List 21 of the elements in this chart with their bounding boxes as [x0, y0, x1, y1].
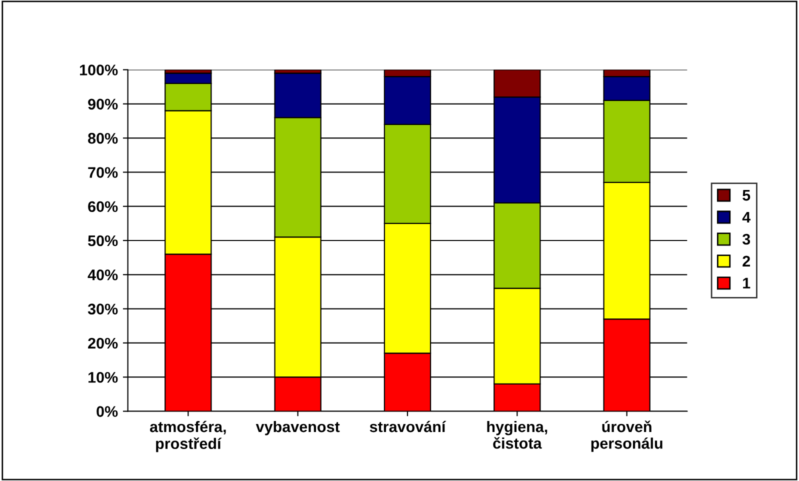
y-tick-label: 10% [88, 372, 118, 383]
y-tick-label: 60% [88, 201, 118, 212]
legend-label: 5 [742, 190, 750, 201]
y-tick-label: 90% [88, 98, 118, 110]
legend-label: 4 [742, 212, 751, 223]
x-tick-label: stravování [370, 420, 446, 432]
y-tick-label: 30% [88, 304, 118, 315]
y-tick-label: 50% [88, 235, 118, 246]
legend-label: 2 [742, 256, 750, 266]
y-tick-label: 20% [88, 338, 118, 349]
y-tick-label: 80% [88, 132, 118, 144]
legend-label: 1 [743, 278, 750, 288]
x-tick-label: atmosféra, prostředí [150, 420, 226, 452]
y-tick-label: 40% [88, 270, 118, 280]
y-tick-label: 0% [96, 406, 118, 417]
y-tick-label: 70% [88, 167, 118, 178]
x-tick-label: hygiena, čistota [487, 420, 548, 449]
x-tick-label: úroveň personálu [591, 420, 662, 452]
legend-label: 3 [742, 234, 750, 245]
x-tick-label: vybavenost [256, 420, 340, 436]
y-tick-label: 100% [80, 64, 118, 76]
